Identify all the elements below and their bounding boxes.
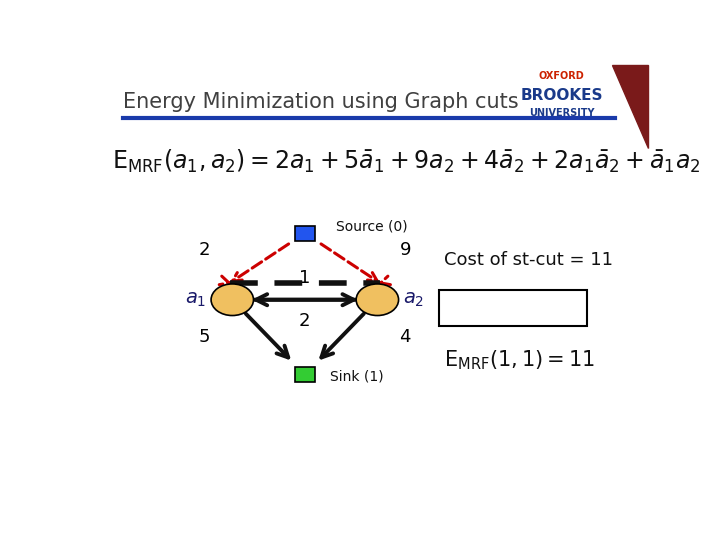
FancyBboxPatch shape xyxy=(438,291,587,326)
Polygon shape xyxy=(612,65,648,148)
Text: 4: 4 xyxy=(400,328,411,346)
Circle shape xyxy=(211,284,253,315)
Text: $a_1$: $a_1$ xyxy=(185,291,207,309)
Text: 9: 9 xyxy=(400,241,411,259)
FancyBboxPatch shape xyxy=(294,226,315,241)
Text: Sink (1): Sink (1) xyxy=(330,370,384,383)
Text: OXFORD: OXFORD xyxy=(539,71,585,81)
Text: $a_2$: $a_2$ xyxy=(403,291,424,309)
Text: UNIVERSITY: UNIVERSITY xyxy=(528,109,594,118)
Text: 2: 2 xyxy=(299,312,310,329)
Text: 2: 2 xyxy=(199,241,210,259)
Text: $\mathrm{E}_{\mathrm{MRF}}(a_1,a_2) = 2a_1 + 5\bar{a}_1+ 9a_2 + 4\bar{a}_2 + 2a_: $\mathrm{E}_{\mathrm{MRF}}(a_1,a_2) = 2a… xyxy=(112,148,701,175)
Text: Energy Minimization using Graph cuts: Energy Minimization using Graph cuts xyxy=(124,92,519,112)
Text: Source (0): Source (0) xyxy=(336,220,407,234)
FancyBboxPatch shape xyxy=(294,367,315,382)
Text: Cost of st-cut = 11: Cost of st-cut = 11 xyxy=(444,251,613,269)
Text: BROOKES: BROOKES xyxy=(521,87,603,103)
Text: $a_1 = 1\;\; a_2 = 1$: $a_1 = 1\;\; a_2 = 1$ xyxy=(454,298,571,318)
Text: $\mathrm{E}_{\mathrm{MRF}}(1,1) = 11$: $\mathrm{E}_{\mathrm{MRF}}(1,1) = 11$ xyxy=(444,348,595,372)
Text: 1: 1 xyxy=(299,269,310,287)
Circle shape xyxy=(356,284,399,315)
Text: 5: 5 xyxy=(199,328,210,346)
